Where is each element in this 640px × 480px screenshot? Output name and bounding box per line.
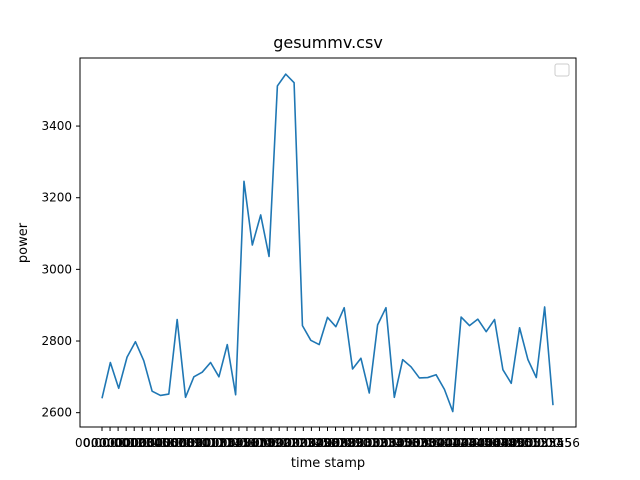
x-tick-label: 00:00:51 — [486, 436, 540, 450]
y-tick-label: 2600 — [41, 406, 72, 420]
x-tick-label: 00:00:00 — [75, 436, 129, 450]
x-tick-label: 00:00:14 — [188, 436, 242, 450]
legend-box — [554, 63, 570, 77]
x-tick-label: 00:00:30 — [317, 436, 371, 450]
x-tick-label: 00:00:50 — [478, 436, 532, 450]
x-tick-label: 00:00:24 — [268, 436, 322, 450]
x-axis-ticks: 00:00:0000:00:0100:00:0200:00:0300:00:04… — [75, 427, 580, 450]
x-tick-label: 00:00:49 — [470, 436, 524, 450]
x-tick-label: 00:00:10 — [156, 436, 210, 450]
x-tick-label: 00:00:25 — [276, 436, 330, 450]
x-tick-label: 00:00:06 — [123, 436, 177, 450]
y-tick-label: 3400 — [41, 119, 72, 133]
x-tick-label: 00:00:52 — [494, 436, 548, 450]
x-tick-label: 00:00:29 — [309, 436, 363, 450]
y-tick-label: 3200 — [41, 191, 72, 205]
x-tick-label: 00:00:01 — [83, 436, 137, 450]
x-tick-label: 00:00:31 — [325, 436, 379, 450]
x-tick-label: 00:00:39 — [389, 436, 443, 450]
x-tick-label: 00:00:22 — [252, 436, 306, 450]
x-tick-label: 00:00:26 — [284, 436, 338, 450]
x-tick-label: 00:00:42 — [413, 436, 467, 450]
x-tick-label: 00:00:56 — [526, 436, 580, 450]
x-axis-label: time stamp — [291, 456, 365, 471]
x-tick-label: 00:00:53 — [502, 436, 556, 450]
chart-title: gesummv.csv — [273, 33, 383, 52]
x-tick-label: 00:00:08 — [139, 436, 193, 450]
x-tick-label: 00:00:19 — [228, 436, 282, 450]
x-tick-label: 00:00:05 — [115, 436, 169, 450]
x-tick-label: 00:00:44 — [429, 436, 483, 450]
plot-frame — [79, 57, 577, 428]
x-tick-label: 00:00:09 — [148, 436, 202, 450]
x-tick-label: 00:00:54 — [510, 436, 564, 450]
x-tick-label: 00:00:37 — [373, 436, 427, 450]
x-tick-label: 00:00:48 — [462, 436, 516, 450]
x-tick-label: 00:00:02 — [91, 436, 145, 450]
x-tick-label: 00:00:41 — [405, 436, 459, 450]
y-axis-ticks: 2600 2800 3000 3200 3400 — [41, 119, 80, 420]
x-tick-label: 00:00:17 — [212, 436, 266, 450]
x-tick-label: 00:00:43 — [421, 436, 475, 450]
series-line-0 — [101, 73, 554, 413]
series-layer — [101, 73, 554, 413]
x-tick-label: 00:00:20 — [236, 436, 290, 450]
x-tick-label: 00:00:15 — [196, 436, 250, 450]
x-tick-label: 00:00:12 — [172, 436, 226, 450]
x-tick-label: 00:00:11 — [164, 436, 218, 450]
x-tick-label: 00:00:46 — [446, 436, 500, 450]
x-tick-label: 00:00:16 — [204, 436, 258, 450]
x-tick-label: 00:00:23 — [260, 436, 314, 450]
x-tick-label: 00:00:40 — [397, 436, 451, 450]
x-tick-label: 00:00:47 — [454, 436, 508, 450]
x-tick-label: 00:00:35 — [357, 436, 411, 450]
x-tick-label: 00:00:36 — [365, 436, 419, 450]
x-tick-label: 00:00:38 — [381, 436, 435, 450]
x-tick-label: 00:00:45 — [437, 436, 491, 450]
x-tick-label: 00:00:18 — [220, 436, 274, 450]
y-tick-label: 2800 — [41, 334, 72, 348]
x-tick-label: 00:00:07 — [131, 436, 185, 450]
x-tick-label: 00:00:03 — [99, 436, 153, 450]
x-tick-label: 00:00:33 — [341, 436, 395, 450]
x-tick-label: 00:00:28 — [301, 436, 355, 450]
y-tick-label: 3000 — [41, 262, 72, 276]
x-tick-label: 00:00:27 — [292, 436, 346, 450]
x-tick-label: 00:00:13 — [180, 436, 234, 450]
x-tick-label: 00:00:55 — [518, 436, 572, 450]
x-tick-label: 00:00:04 — [107, 436, 161, 450]
x-tick-label: 00:00:21 — [244, 436, 298, 450]
x-tick-label: 00:00:34 — [349, 436, 403, 450]
x-tick-label: 00:00:32 — [333, 436, 387, 450]
y-axis-label: power — [16, 222, 31, 263]
